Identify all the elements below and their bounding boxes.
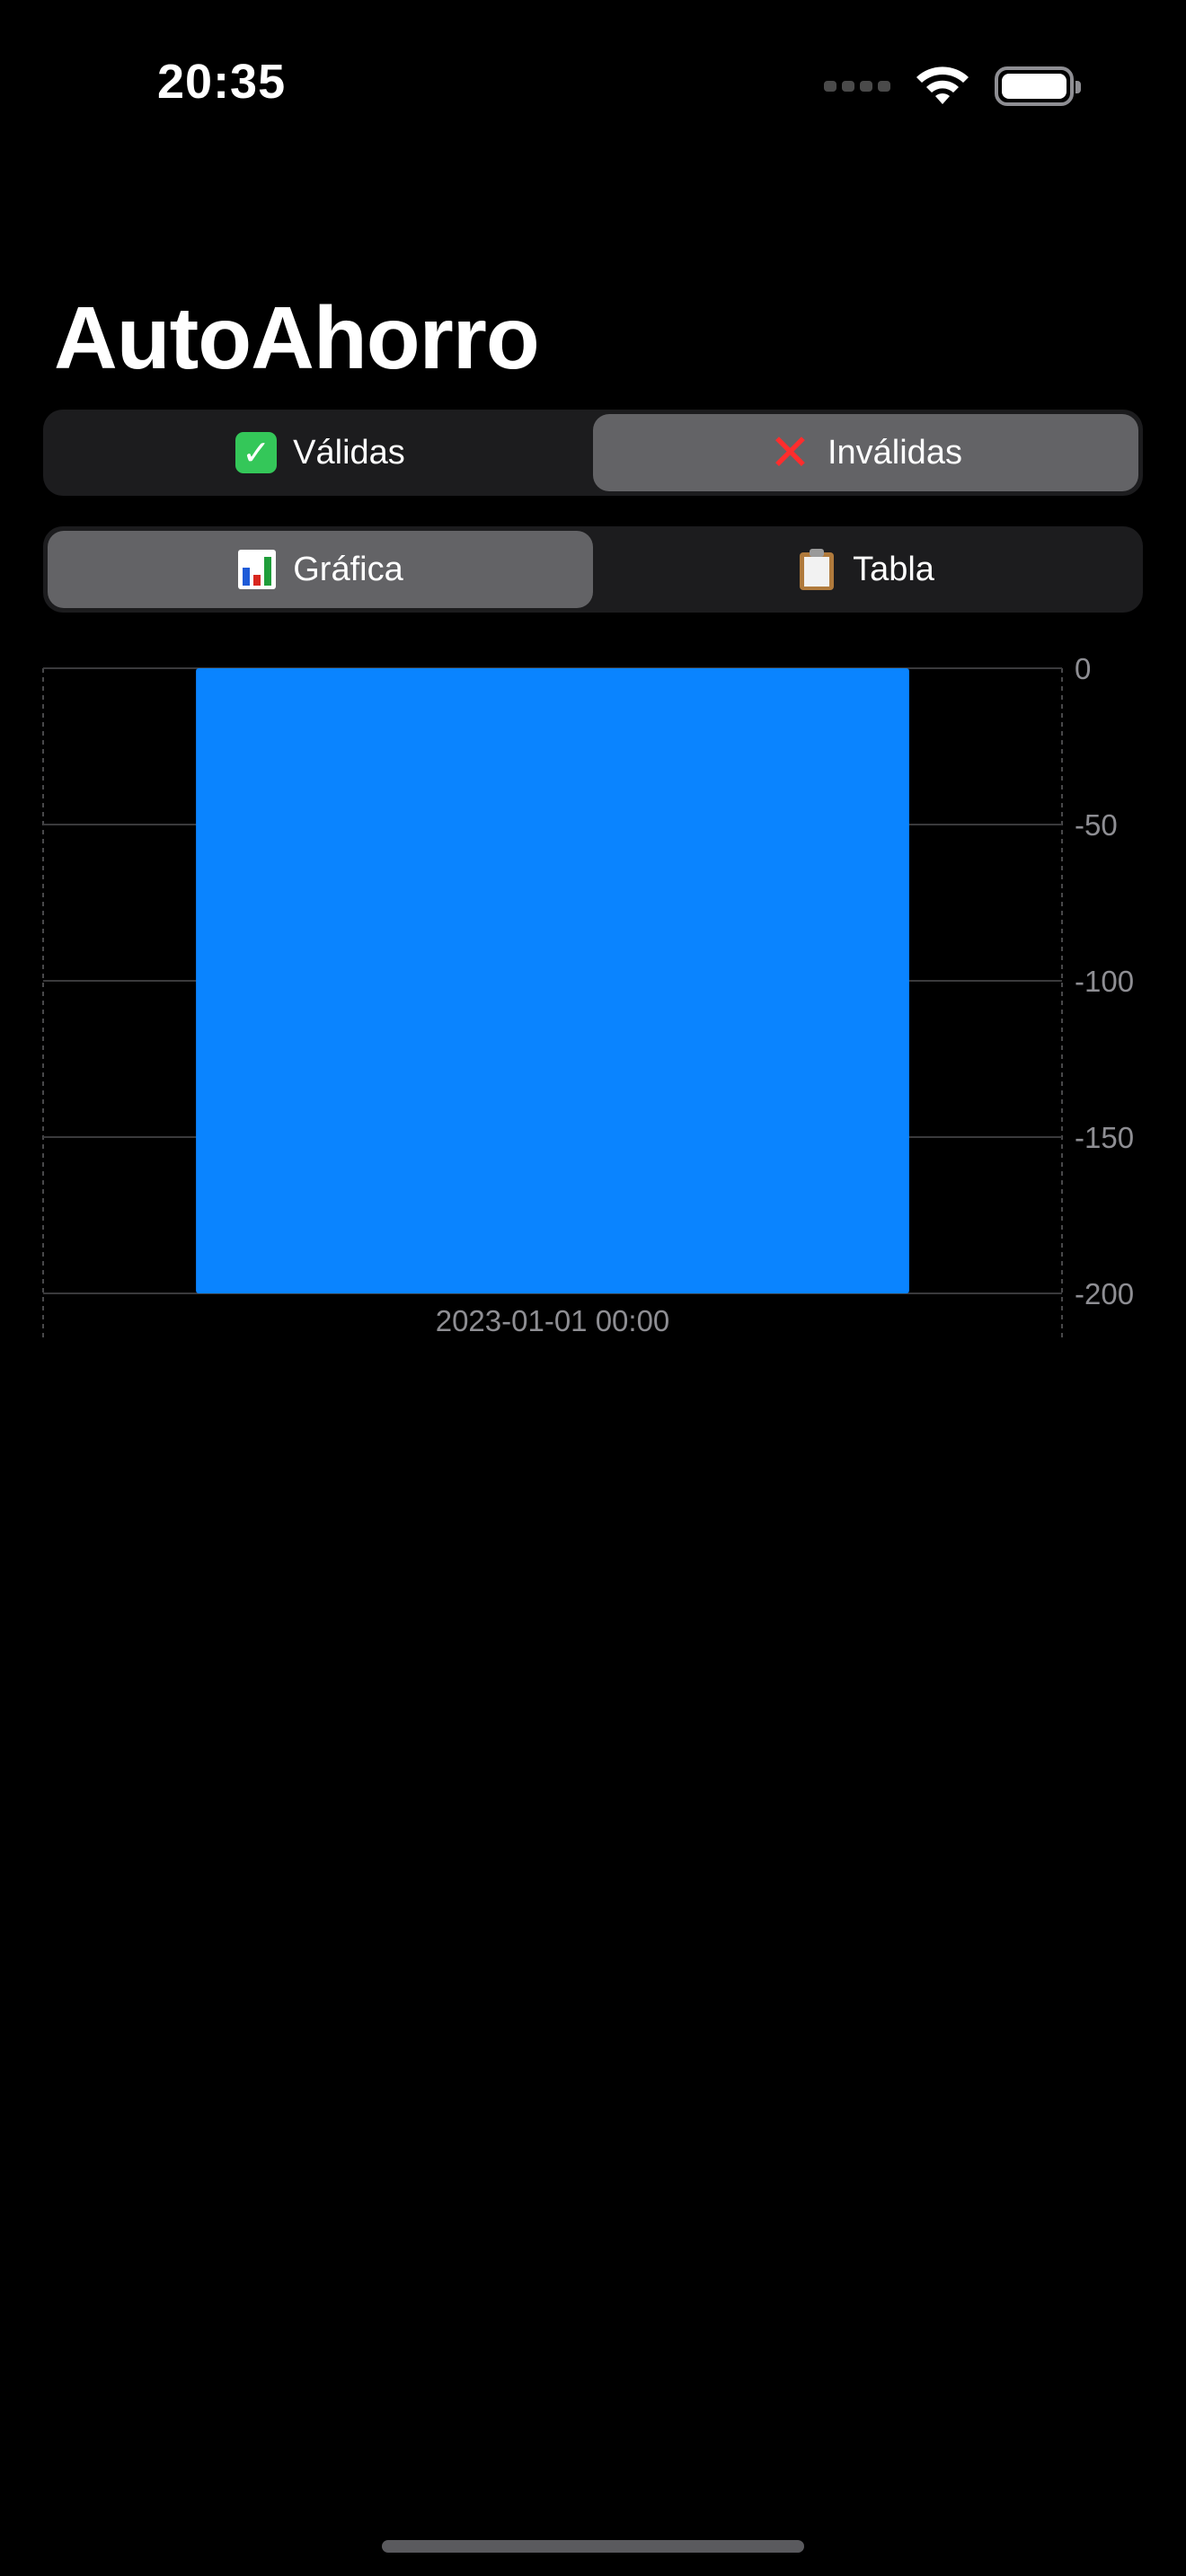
y-tick-label: -150	[1075, 1121, 1134, 1154]
y-tick-label: -100	[1075, 965, 1134, 998]
segment-tabla-label: Tabla	[853, 550, 934, 588]
cellular-signal-icon	[824, 81, 890, 92]
wifi-icon	[916, 66, 969, 104]
segment-tabla[interactable]: Tabla	[593, 531, 1138, 608]
segment-validas-label: Válidas	[293, 433, 405, 472]
segment-invalidas-label: Inválidas	[827, 433, 962, 472]
segment-invalidas[interactable]: ✕ Inválidas	[593, 414, 1138, 491]
segment-grafica-label: Gráfica	[293, 550, 403, 588]
validity-segmented-control: ✓ Válidas ✕ Inválidas	[43, 410, 1143, 496]
y-tick-label: 0	[1075, 652, 1091, 685]
home-indicator[interactable]	[382, 2540, 804, 2553]
segment-validas[interactable]: ✓ Válidas	[48, 414, 593, 491]
status-time: 20:35	[157, 55, 287, 109]
bar-chart: 0 -50 -100 -150 -200 2023-01-01 00:00	[42, 652, 1134, 1338]
x-tick-label: 2023-01-01 00:00	[436, 1304, 670, 1337]
segment-grafica[interactable]: Gráfica	[48, 531, 593, 608]
bar-chart-icon	[238, 550, 277, 589]
view-segmented-control: Gráfica Tabla	[43, 526, 1143, 613]
bar	[196, 668, 909, 1293]
battery-icon	[995, 66, 1081, 106]
cross-mark-icon: ✕	[769, 424, 811, 481]
y-tick-label: -200	[1075, 1277, 1134, 1310]
check-mark-icon: ✓	[235, 432, 278, 473]
y-tick-label: -50	[1075, 808, 1118, 842]
clipboard-icon	[800, 549, 835, 590]
status-indicators	[824, 61, 1081, 111]
page-title: AutoAhorro	[54, 288, 540, 387]
